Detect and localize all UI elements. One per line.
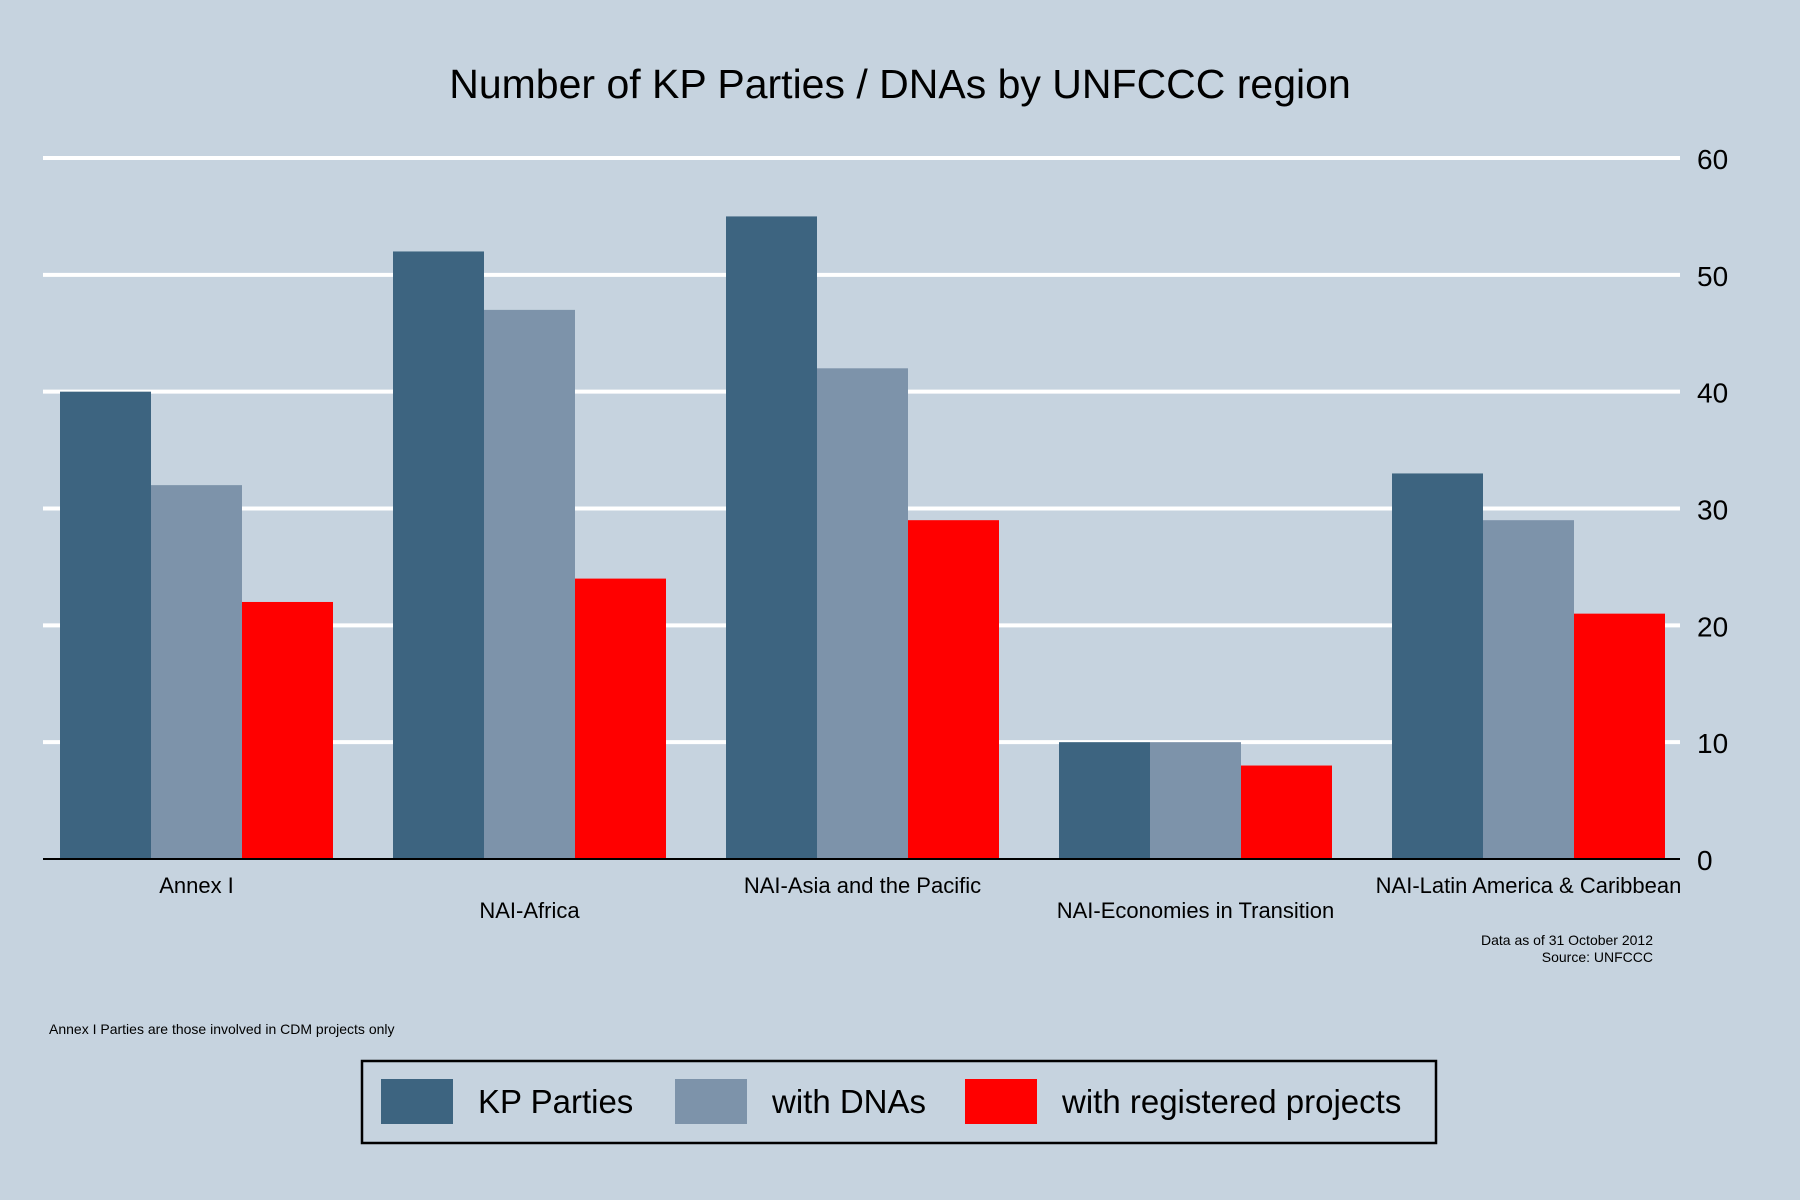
- bar: [1392, 473, 1483, 859]
- bar: [242, 601, 333, 859]
- legend-label: with registered projects: [1061, 1083, 1401, 1120]
- y-tick-label: 30: [1697, 495, 1728, 526]
- x-category-label: NAI-Economies in Transition: [1057, 898, 1335, 923]
- footnote: Annex I Parties are those involved in CD…: [49, 1021, 395, 1037]
- y-tick-label: 10: [1697, 728, 1728, 759]
- bar: [1574, 613, 1665, 859]
- bar: [908, 520, 999, 859]
- source-note: Source: UNFCCC: [1542, 949, 1653, 965]
- x-category-label: NAI-Asia and the Pacific: [744, 873, 981, 898]
- legend-swatch: [675, 1079, 747, 1124]
- legend-swatch: [965, 1079, 1037, 1124]
- bar: [393, 251, 484, 859]
- bars: [60, 216, 1665, 860]
- bar: [575, 578, 666, 859]
- bar: [1150, 742, 1241, 859]
- legend-label: KP Parties: [478, 1083, 633, 1120]
- x-category-label: Annex I: [159, 873, 234, 898]
- bar: [1241, 765, 1332, 859]
- y-tick-label: 40: [1697, 378, 1728, 409]
- y-tick-label: 50: [1697, 261, 1728, 292]
- data-date-note: Data as of 31 October 2012: [1481, 932, 1653, 948]
- x-category-label: NAI-Africa: [479, 898, 580, 923]
- y-tick-label: 20: [1697, 611, 1728, 642]
- bar: [817, 368, 908, 859]
- legend: KP Parties with DNAs with registered proje…: [360, 1059, 1438, 1145]
- x-category-label: NAI-Latin America & Caribbean: [1376, 873, 1682, 898]
- y-axis-ticks: 0 10 20 30 40 50 60: [1697, 144, 1728, 876]
- legend-frame: [360, 1059, 1438, 1145]
- chart-title: Number of KP Parties / DNAs by UNFCCC re…: [449, 61, 1351, 107]
- legend-label: with DNAs: [771, 1083, 926, 1120]
- x-axis-labels: Annex I NAI-Africa NAI-Asia and the Pacifi…: [159, 873, 1681, 923]
- bar: [60, 391, 151, 859]
- bar: [1483, 520, 1574, 859]
- bar: [151, 485, 242, 859]
- bar: [484, 309, 575, 860]
- y-tick-label: 0: [1697, 845, 1713, 876]
- bar: [726, 216, 817, 859]
- bar: [1059, 742, 1150, 859]
- y-tick-label: 60: [1697, 144, 1728, 175]
- legend-swatch: [381, 1079, 453, 1124]
